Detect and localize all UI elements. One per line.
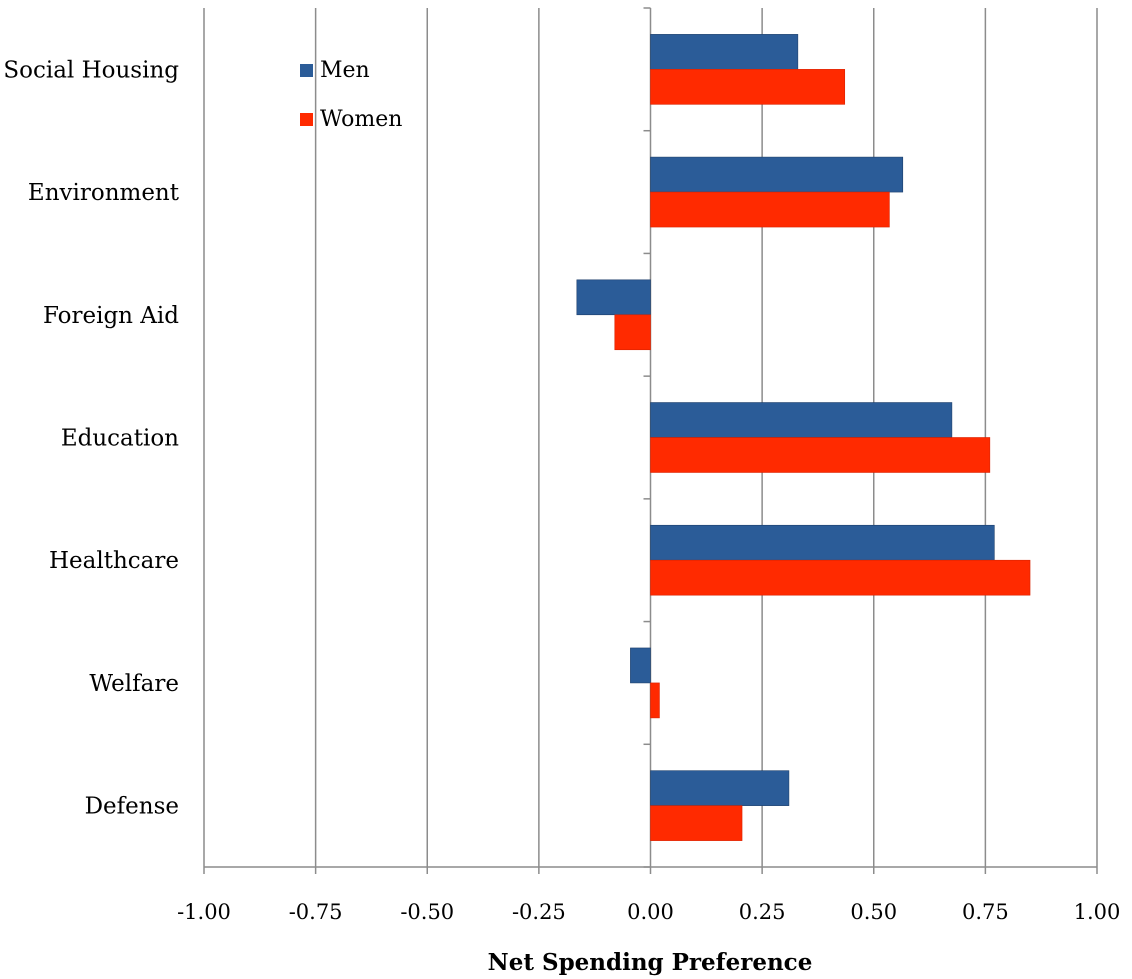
category-label: Education [61, 426, 179, 452]
category-label: Environment [28, 180, 180, 206]
bar-women [614, 314, 651, 351]
x-tick-label: -0.25 [512, 900, 566, 924]
x-tick-label: 0.25 [739, 900, 786, 924]
bars [576, 34, 1031, 841]
category-label: Foreign Aid [43, 303, 179, 329]
category-label: Defense [85, 794, 179, 820]
x-axis-title: Net Spending Preference [488, 949, 813, 976]
bar-women [650, 437, 991, 473]
axes [203, 7, 1098, 874]
x-tick-label: 0.00 [627, 900, 674, 924]
x-tick-label: -0.50 [400, 900, 454, 924]
category-labels: Social Housing Environment Foreign Aid Educ… [3, 57, 179, 819]
x-tick-label: 0.50 [850, 900, 897, 924]
bar-men [576, 279, 651, 316]
bar-women [650, 682, 660, 719]
legend-swatch [300, 64, 313, 77]
x-tick-label: 0.75 [962, 900, 1009, 924]
bar-men [630, 647, 651, 684]
bar-men [650, 156, 904, 193]
bar-men [650, 402, 953, 438]
bar-men [650, 770, 790, 806]
x-tick-label: -0.75 [289, 900, 343, 924]
bar-women [650, 69, 846, 105]
legend-swatch [300, 113, 313, 126]
x-tick-label: -1.00 [177, 900, 231, 924]
category-label: Social Housing [3, 57, 179, 83]
category-label: Healthcare [49, 548, 179, 574]
legend-label: Men [320, 58, 370, 83]
category-label: Welfare [89, 671, 179, 697]
x-tick-labels: -1.00 -0.75 -0.50 -0.25 0.00 0.25 0.50 0.75 1.00 [177, 900, 1120, 924]
bar-men [650, 524, 995, 561]
x-tick-label: 1.00 [1074, 900, 1121, 924]
bar-women [650, 805, 743, 841]
bar-women [650, 559, 1031, 596]
legend-label: Women [320, 107, 402, 132]
bar-men [650, 34, 799, 70]
legend: Men Women [300, 58, 402, 132]
bar-women [650, 191, 890, 228]
